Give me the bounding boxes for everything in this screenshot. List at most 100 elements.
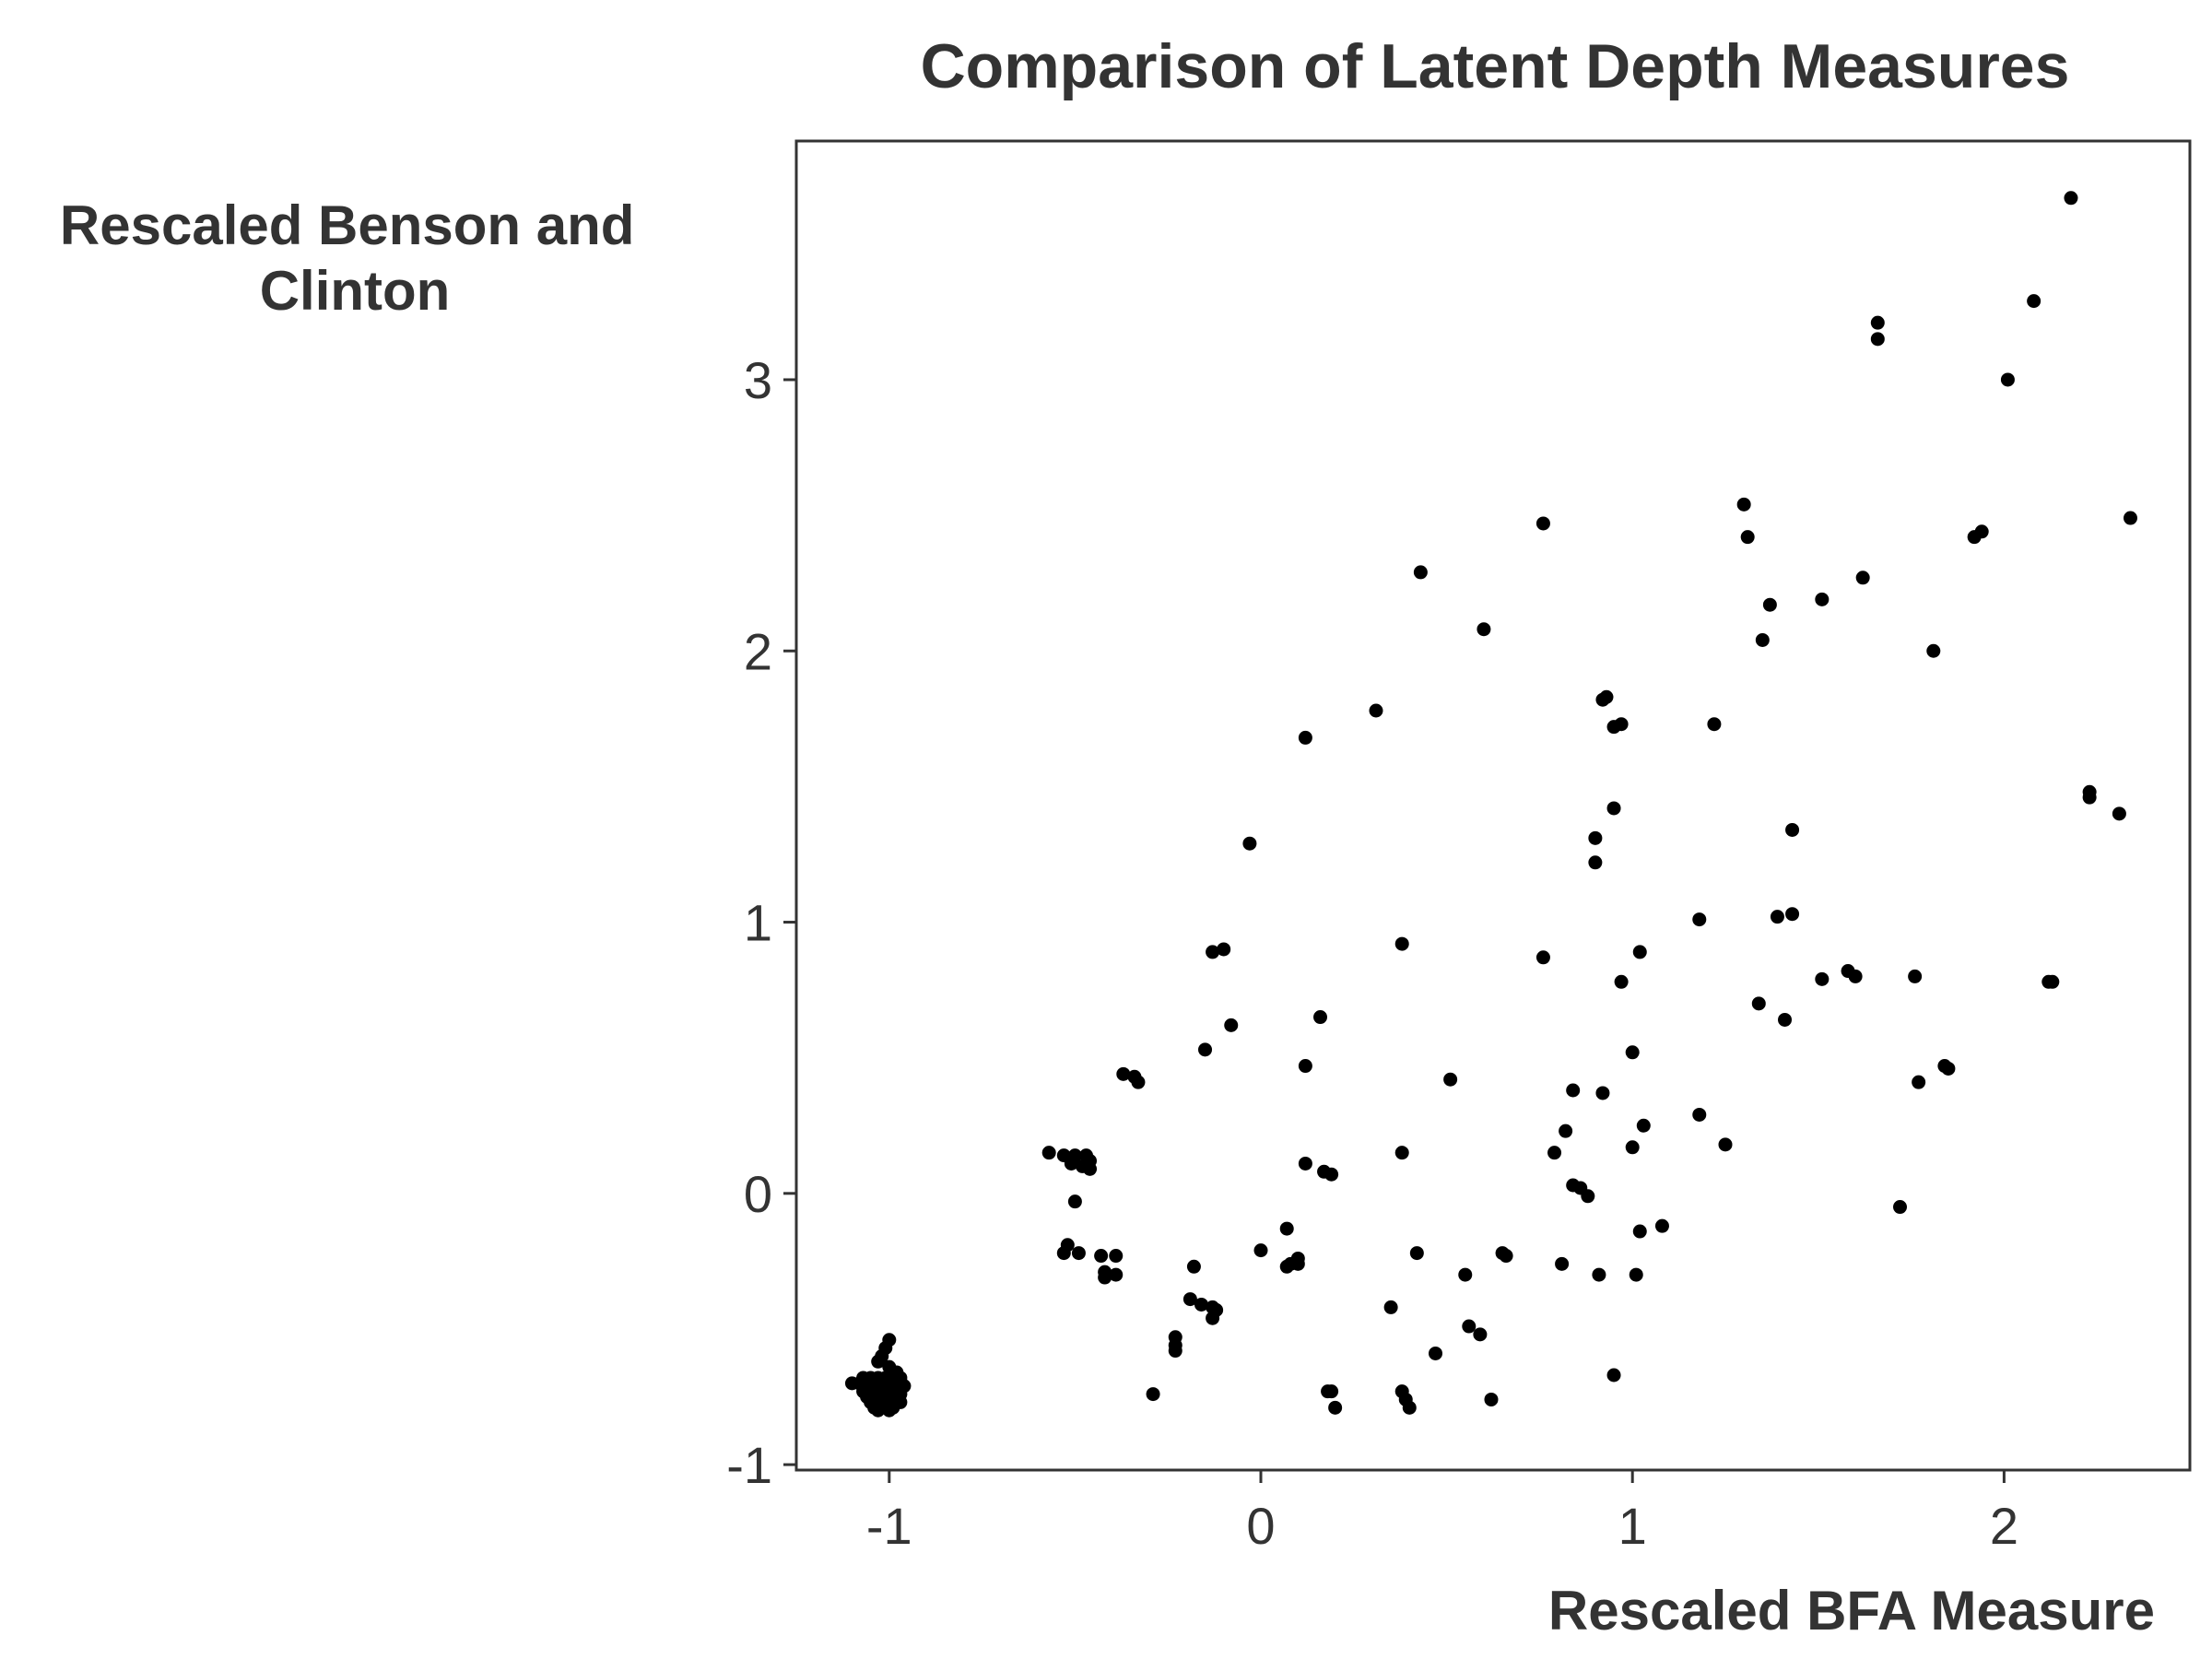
data-point — [1324, 1167, 1339, 1182]
data-point — [1477, 622, 1491, 637]
data-point — [2112, 806, 2126, 821]
data-point — [1242, 836, 1257, 851]
data-point — [1692, 912, 1707, 927]
data-point — [1484, 1392, 1499, 1406]
data-point — [1458, 1267, 1473, 1282]
data-point — [1402, 1400, 1417, 1415]
x-tick-label: 0 — [1246, 1497, 1275, 1555]
data-point — [882, 1403, 897, 1418]
data-point — [1298, 730, 1312, 745]
data-point — [1429, 1346, 1443, 1360]
data-point — [1298, 1059, 1312, 1074]
data-point — [1473, 1327, 1488, 1342]
data-point — [1146, 1387, 1160, 1402]
data-point — [1751, 996, 1766, 1011]
y-tick-label: 2 — [744, 622, 772, 680]
data-point — [1535, 950, 1550, 965]
x-tick-label: 2 — [1990, 1497, 2018, 1555]
data-point — [1383, 1300, 1398, 1314]
data-point — [1206, 945, 1220, 959]
data-point — [1253, 1243, 1268, 1258]
data-point — [871, 1354, 886, 1369]
data-point — [1595, 1086, 1610, 1100]
data-point — [1206, 1311, 1220, 1325]
data-point — [1595, 692, 1610, 707]
data-point — [1443, 1072, 1458, 1087]
y-tick-label: -1 — [726, 1436, 772, 1494]
data-point — [1098, 1270, 1112, 1285]
data-point — [1770, 910, 1784, 924]
data-point — [1535, 516, 1550, 531]
data-point — [1409, 1246, 1424, 1261]
data-point — [1547, 1146, 1562, 1160]
data-point — [1067, 1194, 1082, 1209]
data-point — [1785, 907, 1800, 922]
y-tick-label: 3 — [744, 351, 772, 409]
data-point — [1926, 643, 1941, 658]
data-point — [1279, 1259, 1294, 1274]
data-point — [1324, 1384, 1339, 1399]
x-axis-label: Rescaled BFA Measure — [1548, 1580, 2155, 1641]
data-point — [1588, 830, 1603, 845]
data-point — [1566, 1083, 1581, 1098]
data-point — [1654, 1218, 1669, 1233]
data-point — [1636, 1118, 1651, 1133]
data-point — [1941, 1061, 1956, 1076]
data-point — [1298, 1156, 1312, 1171]
data-point — [1815, 971, 1830, 986]
data-point — [1279, 1221, 1294, 1236]
data-point — [1394, 1146, 1409, 1160]
data-point — [1109, 1267, 1124, 1282]
x-tick-label: -1 — [866, 1497, 912, 1555]
data-point — [2064, 191, 2078, 206]
data-point — [1198, 1042, 1213, 1057]
data-point — [1870, 332, 1885, 347]
data-point — [1908, 969, 1923, 983]
data-point — [2082, 790, 2097, 805]
y-tick-label: 0 — [744, 1165, 772, 1223]
data-point — [2027, 294, 2041, 309]
data-point — [1056, 1246, 1071, 1261]
data-point — [1707, 717, 1722, 732]
data-point — [1762, 597, 1777, 612]
data-point — [1632, 945, 1647, 959]
chart-title: Comparison of Latent Depth Measures — [921, 31, 2070, 101]
data-point — [1071, 1246, 1086, 1261]
data-point — [1064, 1156, 1078, 1171]
data-point — [1168, 1344, 1182, 1359]
data-point — [2123, 511, 2137, 525]
data-point — [1413, 565, 1428, 580]
data-point — [1186, 1259, 1201, 1274]
data-point — [1974, 524, 1989, 539]
data-point — [1870, 315, 1885, 330]
x-axis-ticks: -1 0 1 2 — [866, 1470, 2018, 1555]
data-point — [1462, 1319, 1477, 1334]
data-point — [1328, 1400, 1343, 1415]
data-point — [1855, 571, 1870, 585]
y-axis-ticks: -1 0 1 2 3 — [726, 351, 796, 1494]
y-tick-label: 1 — [744, 894, 772, 952]
data-point — [1581, 1189, 1595, 1204]
data-point — [1182, 1292, 1197, 1307]
data-point — [1606, 801, 1621, 816]
data-point — [1692, 1107, 1707, 1122]
y-axis-label: Rescaled Benson and Clinton — [60, 194, 650, 322]
y-axis-label-line-1: Rescaled Benson and — [60, 194, 635, 256]
data-point — [2045, 974, 2060, 989]
data-point — [1394, 936, 1409, 951]
data-point — [1778, 1012, 1793, 1027]
x-tick-label: 1 — [1618, 1497, 1647, 1555]
data-point — [1224, 1018, 1239, 1032]
data-point — [1625, 1140, 1640, 1155]
data-point — [1815, 592, 1830, 606]
data-point — [871, 1403, 886, 1418]
data-point — [1848, 969, 1863, 983]
data-point — [1912, 1075, 1926, 1089]
data-point — [1217, 942, 1231, 957]
data-point — [1369, 703, 1383, 718]
data-point — [1041, 1146, 1056, 1160]
y-axis-label-line-2: Clinton — [260, 260, 451, 322]
data-point — [1131, 1075, 1146, 1089]
data-point — [1606, 720, 1621, 735]
data-point — [1629, 1267, 1643, 1282]
